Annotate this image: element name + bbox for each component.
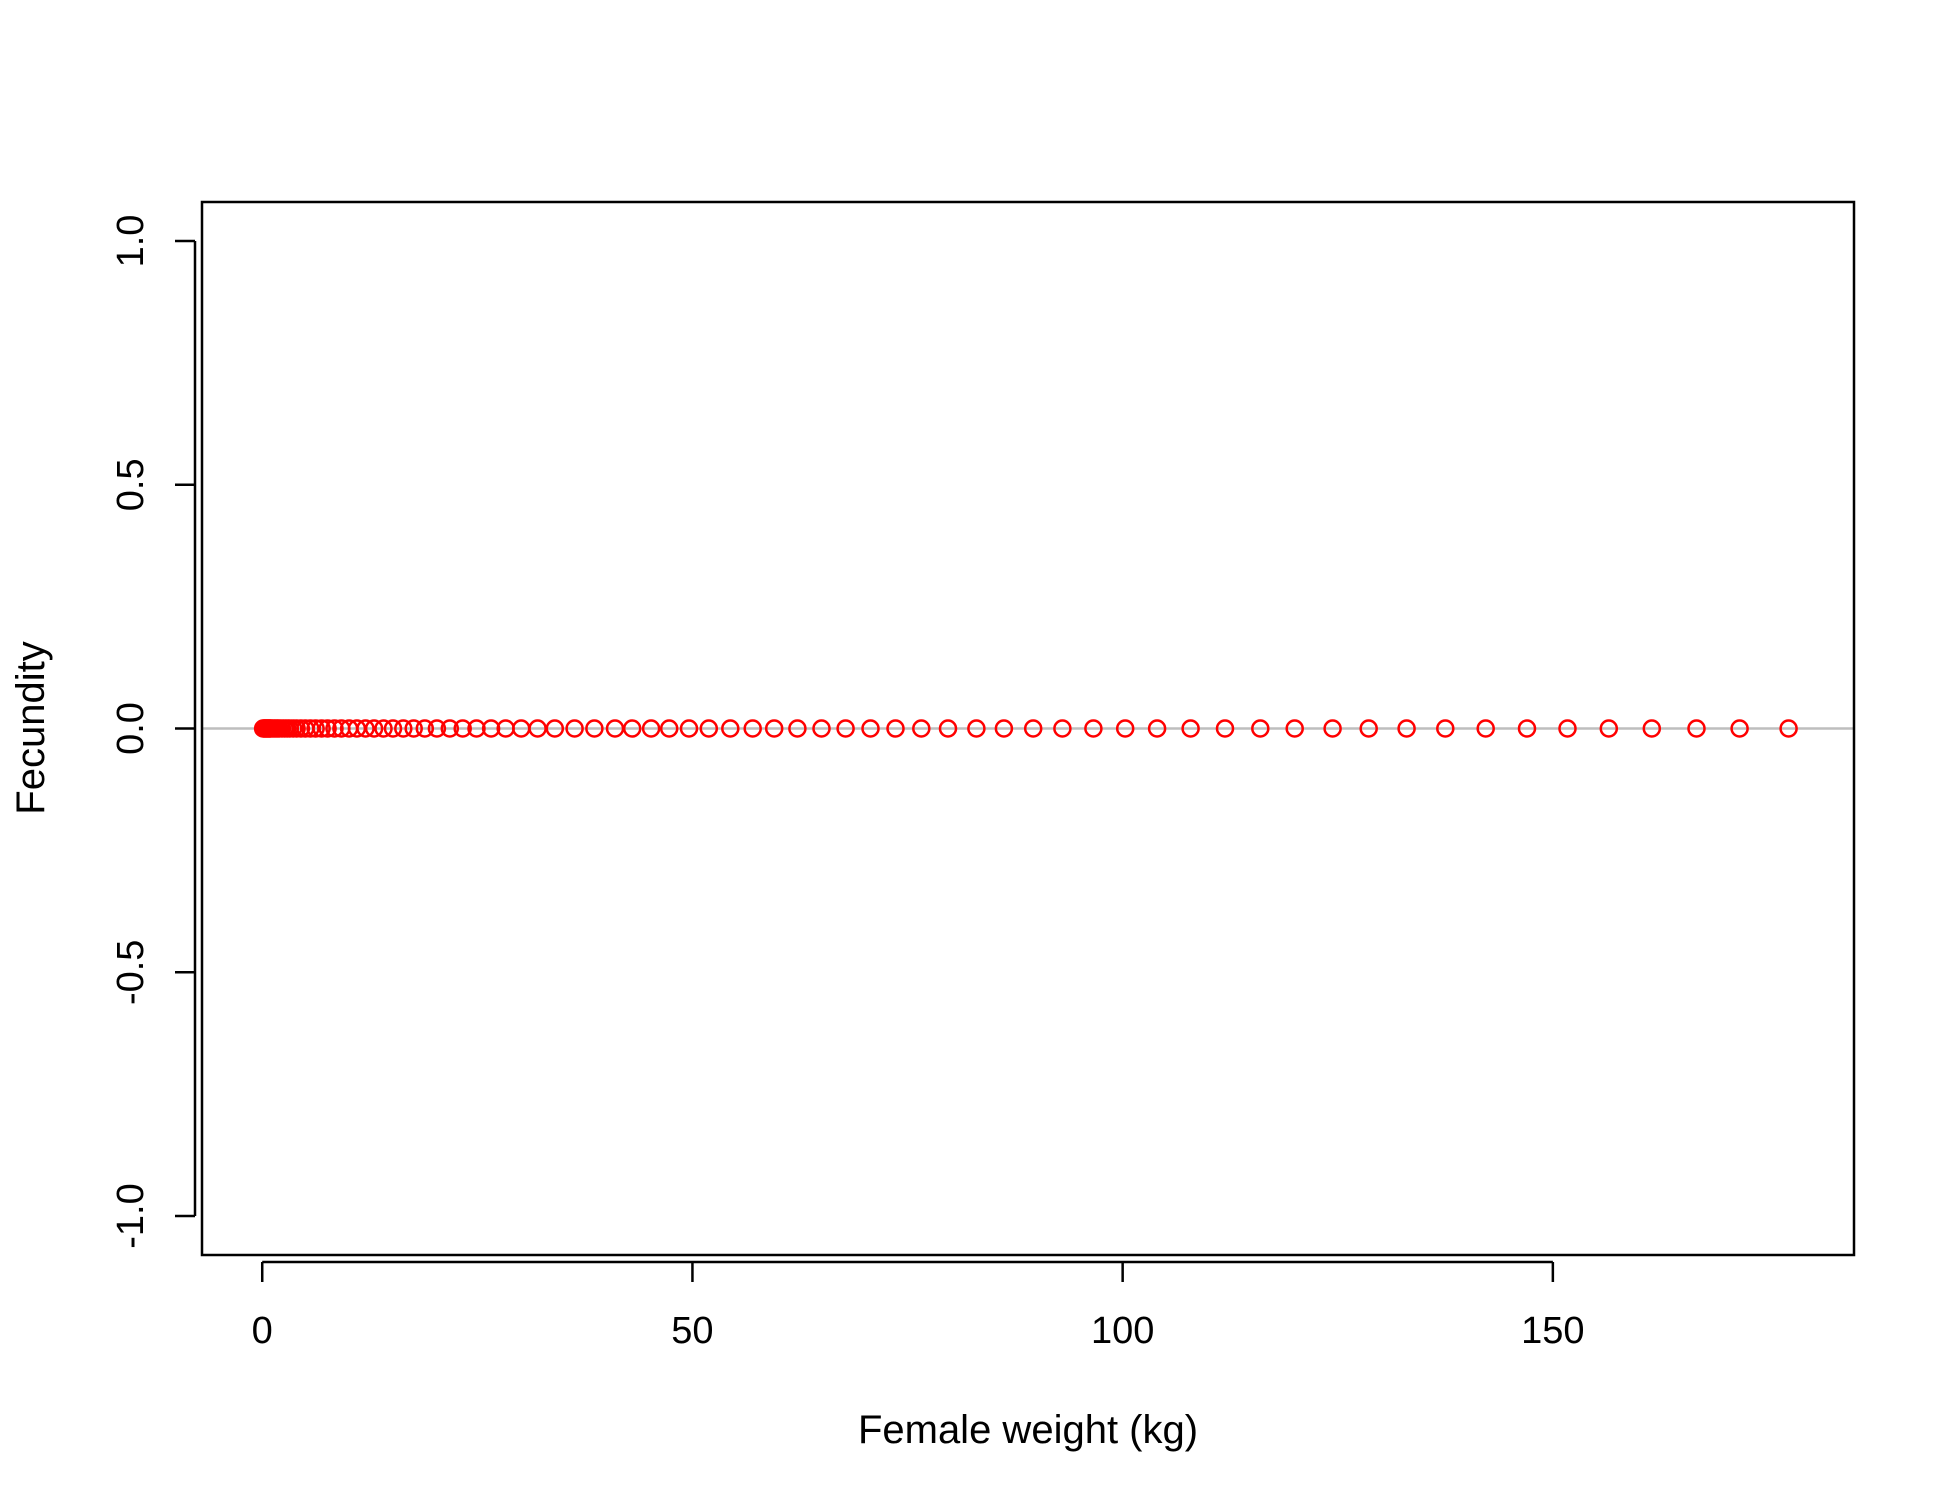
data-point (679, 719, 699, 738)
x-tick-label: 50 (671, 1310, 713, 1352)
data-point (481, 719, 501, 738)
x-tick-label: 0 (252, 1310, 273, 1352)
y-tick-label: -1.0 (110, 1183, 152, 1248)
data-point (453, 719, 472, 738)
data-point (565, 719, 584, 738)
data-point (427, 719, 447, 738)
data-point (394, 719, 413, 738)
x-axis-title: Female weight (kg) (858, 1408, 1198, 1452)
data-point (1517, 719, 1537, 738)
data-point (721, 719, 740, 738)
data-point (641, 719, 661, 738)
data-point (585, 719, 604, 738)
data-point (1251, 719, 1270, 738)
data-point (1730, 719, 1749, 738)
data-point (788, 719, 807, 738)
points-layer (253, 719, 1798, 738)
data-point (938, 719, 958, 738)
data-point (1642, 719, 1662, 738)
data-point (467, 719, 486, 738)
data-point (699, 719, 719, 738)
data-point (312, 719, 331, 738)
data-point (836, 719, 855, 738)
data-point (440, 719, 460, 738)
y-tick-label: 0.0 (110, 702, 152, 755)
data-point (1115, 719, 1135, 738)
data-point (306, 719, 325, 738)
data-point (383, 719, 403, 738)
data-point (545, 719, 565, 738)
data-point (1323, 719, 1342, 738)
data-point (364, 719, 384, 738)
data-point (1476, 719, 1495, 738)
x-tick-label: 150 (1521, 1310, 1584, 1352)
y-tick-label: -0.5 (110, 940, 152, 1005)
data-point (1215, 719, 1235, 738)
data-point (1147, 719, 1167, 738)
data-point (967, 719, 986, 738)
data-point (1687, 719, 1706, 738)
data-point (994, 719, 1014, 738)
data-point (1285, 719, 1304, 738)
data-point (374, 719, 393, 738)
data-point (1181, 719, 1200, 738)
data-point (1599, 719, 1619, 738)
data-point (1779, 719, 1798, 738)
data-point (659, 719, 679, 738)
y-tick-label: 1.0 (110, 215, 152, 268)
data-point (622, 719, 642, 738)
data-point (912, 719, 931, 738)
data-point (1023, 719, 1043, 738)
data-point (1053, 719, 1072, 738)
x-axis: 0 50 100 150 (252, 1260, 1585, 1352)
data-point (1558, 719, 1577, 738)
data-point (1084, 719, 1103, 738)
data-point (356, 719, 375, 738)
data-point (415, 719, 435, 738)
data-point (1359, 719, 1378, 738)
y-axis: -1.0 -0.5 0.0 0.5 1.0 (110, 215, 197, 1249)
data-point (1436, 719, 1455, 738)
y-axis-title: Fecundity (9, 641, 53, 814)
data-point (812, 719, 831, 738)
data-point (743, 719, 762, 738)
plot-frame (200, 200, 1856, 1257)
data-point (886, 719, 905, 738)
data-point (325, 719, 344, 738)
data-point (318, 719, 337, 738)
data-point (404, 719, 423, 738)
data-point (764, 719, 784, 738)
data-point (861, 719, 880, 738)
x-tick-label: 100 (1091, 1310, 1154, 1352)
data-point (1397, 719, 1416, 738)
y-tick-label: 0.5 (110, 458, 152, 511)
